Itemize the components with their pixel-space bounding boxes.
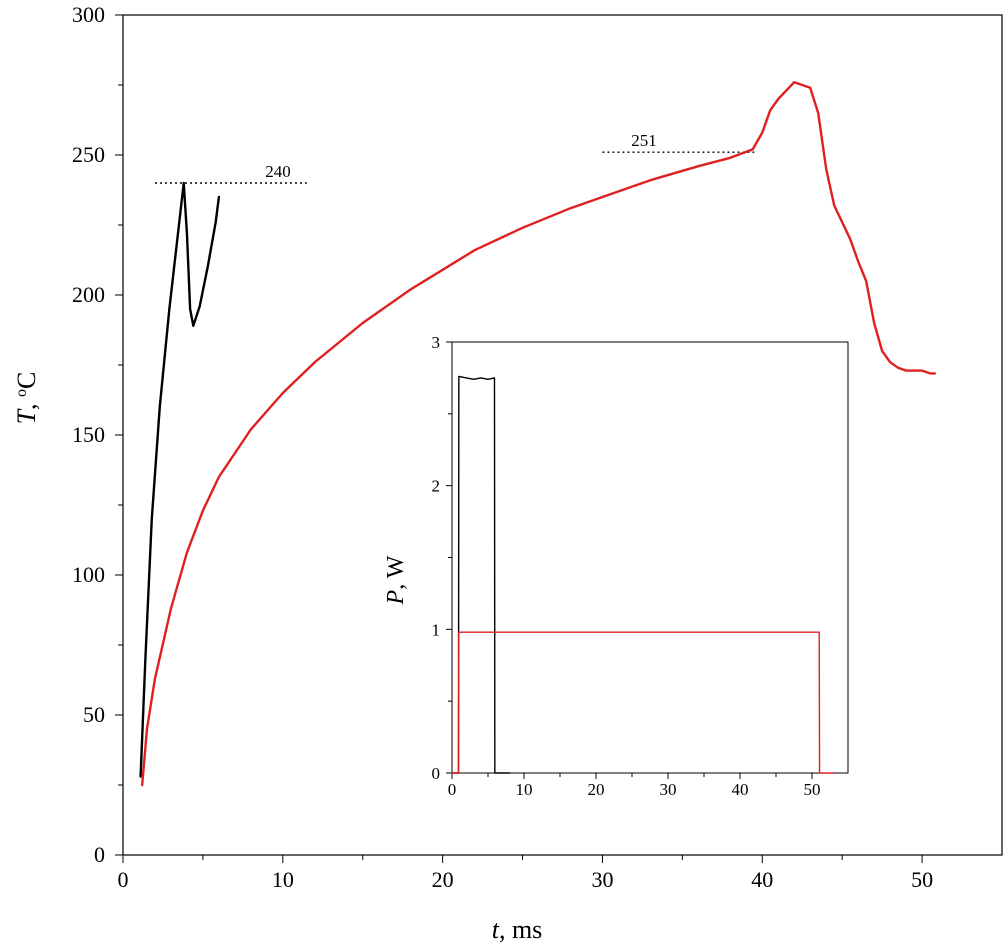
inset-series-line-red [451, 631, 835, 774]
inset-x-tick-label: 20 [588, 780, 605, 799]
inset-y-axis-label: P, W [383, 555, 409, 605]
main-x-tick-label: 50 [911, 867, 933, 892]
main-series-line-red [140, 81, 937, 787]
inset-plot-frame [451, 341, 849, 774]
main-x-tick-label: 0 [118, 867, 129, 892]
main-y-tick-label: 100 [72, 562, 105, 587]
y-axis-separator: , W [383, 555, 409, 590]
main-plot-frame [122, 14, 1003, 856]
main-y-tick-label: 50 [83, 702, 105, 727]
y-axis-variable: P [383, 589, 409, 605]
inset-y-tick-label: 2 [432, 477, 441, 496]
main-annotation-label: 251 [631, 131, 657, 150]
inset-x-tick-label: 10 [516, 780, 533, 799]
inset-chart: 0 10 20 30 40 50 0 1 2 3 P, W [383, 333, 849, 799]
main-annotation-label: 240 [265, 162, 291, 181]
x-axis-variable: t [492, 915, 500, 944]
inset-x-tick-label: 0 [448, 780, 457, 799]
inset-y-tick-label: 0 [432, 764, 441, 783]
main-y-tick-label: 0 [94, 842, 105, 867]
main-y-tick-label: 300 [72, 2, 105, 27]
inset-x-tick-label: 30 [660, 780, 677, 799]
inset-y-tick-label: 1 [432, 620, 441, 639]
main-x-tick-label: 20 [432, 867, 454, 892]
main-y-tick-label: 250 [72, 142, 105, 167]
x-axis-unit: , ms [499, 915, 542, 944]
main-x-tick-label: 40 [751, 867, 773, 892]
inset-x-tick-label: 50 [804, 780, 821, 799]
y-axis-unit: C [12, 372, 41, 389]
main-x-tick-label: 30 [591, 867, 613, 892]
main-y-tick-label: 200 [72, 282, 105, 307]
inset-x-tick-label: 40 [732, 780, 749, 799]
y-axis-degree: o [13, 389, 30, 397]
inset-y-tick-label: 3 [432, 333, 441, 352]
main-x-tick-label: 10 [272, 867, 294, 892]
main-x-axis-label: t, ms [492, 915, 543, 944]
main-y-axis-label: T, oC [12, 372, 41, 425]
main-series-line-black [139, 181, 221, 778]
inset-series-line-black [451, 375, 511, 774]
y-axis-separator: , [12, 397, 41, 410]
main-y-tick-label: 150 [72, 422, 105, 447]
y-axis-variable: T [12, 408, 41, 424]
